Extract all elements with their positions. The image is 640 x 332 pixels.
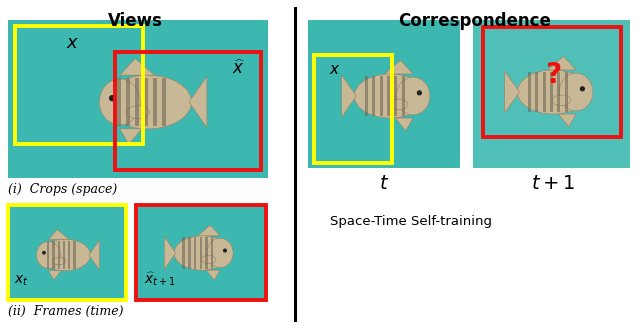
Bar (394, 76, 397, 116)
Text: $x$: $x$ (329, 63, 340, 77)
Circle shape (109, 95, 115, 101)
Polygon shape (385, 60, 413, 74)
Ellipse shape (559, 73, 593, 111)
Ellipse shape (174, 236, 230, 270)
Bar (308, 20, 460, 168)
Bar (8, 205, 126, 300)
Circle shape (580, 86, 585, 92)
Ellipse shape (104, 75, 191, 129)
Bar (8, 205, 126, 300)
Bar (205, 237, 208, 269)
Text: (ii)  Frames (time): (ii) Frames (time) (8, 305, 124, 318)
Text: $\mathbf{?}$: $\mathbf{?}$ (545, 62, 561, 89)
Bar (136, 205, 266, 300)
Bar (372, 76, 375, 116)
Polygon shape (396, 118, 413, 131)
Bar (115, 52, 261, 170)
Ellipse shape (552, 95, 571, 106)
Polygon shape (120, 129, 141, 144)
Ellipse shape (396, 77, 430, 115)
Text: Space-Time Self-training: Space-Time Self-training (330, 215, 492, 228)
Ellipse shape (517, 70, 589, 114)
Bar (314, 55, 392, 163)
Bar (535, 72, 538, 112)
Circle shape (42, 251, 46, 255)
Ellipse shape (36, 241, 61, 269)
Bar (58, 241, 60, 269)
Bar (63, 241, 65, 269)
Bar (15, 26, 143, 144)
Text: Correspondence: Correspondence (399, 12, 552, 30)
Bar (117, 78, 121, 126)
Polygon shape (342, 75, 356, 117)
Bar (136, 205, 266, 300)
Bar (528, 72, 531, 112)
Text: $\widehat{x}_{t+1}$: $\widehat{x}_{t+1}$ (144, 270, 176, 288)
Bar (401, 76, 404, 116)
Circle shape (417, 90, 422, 96)
Bar (365, 76, 368, 116)
Polygon shape (505, 71, 520, 113)
Polygon shape (120, 58, 154, 75)
Text: $t$: $t$ (379, 175, 389, 193)
Ellipse shape (99, 79, 140, 125)
Text: $x$: $x$ (67, 34, 79, 52)
Polygon shape (49, 229, 68, 239)
Ellipse shape (355, 74, 426, 118)
Text: $\widehat{x}$: $\widehat{x}$ (232, 60, 246, 78)
Ellipse shape (126, 106, 149, 119)
Polygon shape (548, 56, 576, 70)
Polygon shape (164, 237, 176, 269)
Polygon shape (198, 225, 220, 236)
Bar (8, 20, 268, 178)
Bar (73, 241, 76, 269)
Ellipse shape (201, 255, 216, 264)
Bar (564, 72, 568, 112)
Text: $t+1$: $t+1$ (531, 175, 575, 193)
Ellipse shape (40, 239, 90, 271)
Bar (153, 78, 157, 126)
Ellipse shape (389, 99, 408, 110)
Bar (144, 78, 148, 126)
Polygon shape (89, 240, 99, 270)
Polygon shape (206, 270, 220, 280)
Bar (188, 237, 191, 269)
Bar (162, 78, 166, 126)
Bar (380, 76, 383, 116)
Bar (200, 237, 202, 269)
Circle shape (223, 248, 227, 253)
Bar (483, 27, 621, 137)
Bar (543, 72, 546, 112)
Bar (47, 241, 49, 269)
Bar (557, 72, 561, 112)
Bar (52, 241, 54, 269)
Polygon shape (558, 114, 576, 126)
Text: $x_t$: $x_t$ (14, 274, 29, 288)
Bar (473, 20, 630, 168)
Text: (i)  Crops (space): (i) Crops (space) (8, 183, 117, 196)
Bar (135, 78, 139, 126)
Bar (211, 237, 214, 269)
Polygon shape (49, 271, 61, 280)
Ellipse shape (52, 257, 66, 265)
Polygon shape (189, 76, 207, 127)
Bar (182, 237, 185, 269)
Bar (68, 241, 70, 269)
Bar (194, 237, 196, 269)
Bar (126, 78, 130, 126)
Bar (550, 72, 553, 112)
Ellipse shape (207, 238, 233, 268)
Text: Views: Views (108, 12, 163, 30)
Bar (387, 76, 390, 116)
